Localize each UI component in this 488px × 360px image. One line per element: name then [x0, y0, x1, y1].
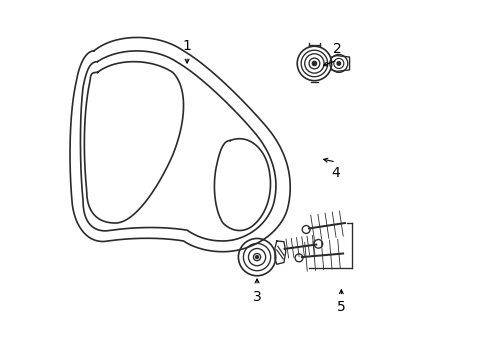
- Circle shape: [255, 256, 258, 258]
- Text: 5: 5: [336, 300, 345, 314]
- Text: 4: 4: [331, 166, 340, 180]
- Text: 1: 1: [183, 39, 191, 53]
- Text: 3: 3: [252, 289, 261, 303]
- Circle shape: [336, 62, 340, 65]
- Circle shape: [312, 61, 316, 66]
- Text: 2: 2: [333, 42, 342, 56]
